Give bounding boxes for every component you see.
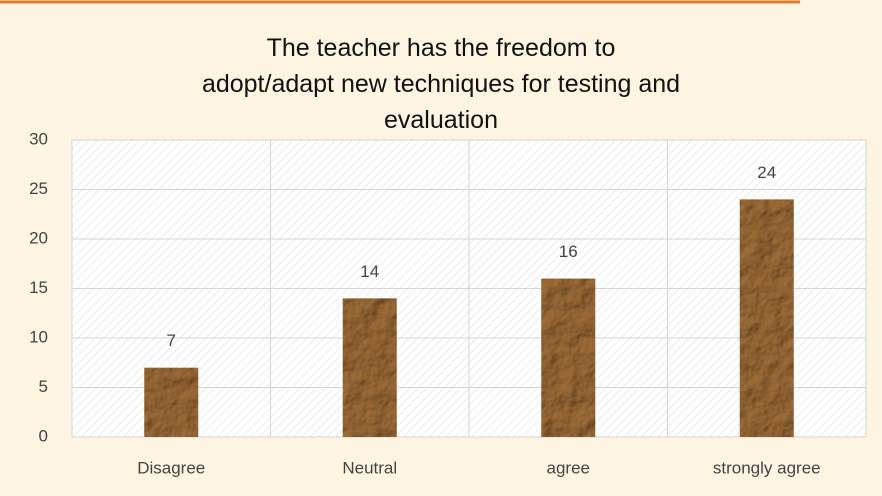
x-tick-label: strongly agree	[713, 458, 821, 477]
data-label: 14	[360, 262, 379, 281]
bar	[541, 278, 596, 437]
bar	[144, 367, 199, 437]
data-label: 16	[559, 242, 578, 261]
y-tick-label: 10	[29, 327, 48, 346]
data-label: 7	[167, 331, 176, 350]
y-tick-label: 30	[29, 129, 48, 148]
x-tick-label: agree	[547, 458, 590, 477]
y-tick-label: 0	[39, 426, 48, 445]
bar	[342, 298, 397, 437]
y-tick-label: 25	[29, 179, 48, 198]
bar	[739, 199, 794, 437]
x-tick-label: Disagree	[137, 458, 205, 477]
x-tick-label: Neutral	[342, 458, 397, 477]
data-label: 24	[757, 163, 776, 182]
y-tick-label: 15	[29, 278, 48, 297]
chart-title: The teacher has the freedom to adopt/ada…	[201, 34, 681, 134]
y-tick-label: 20	[29, 228, 48, 247]
y-tick-label: 5	[39, 377, 48, 396]
